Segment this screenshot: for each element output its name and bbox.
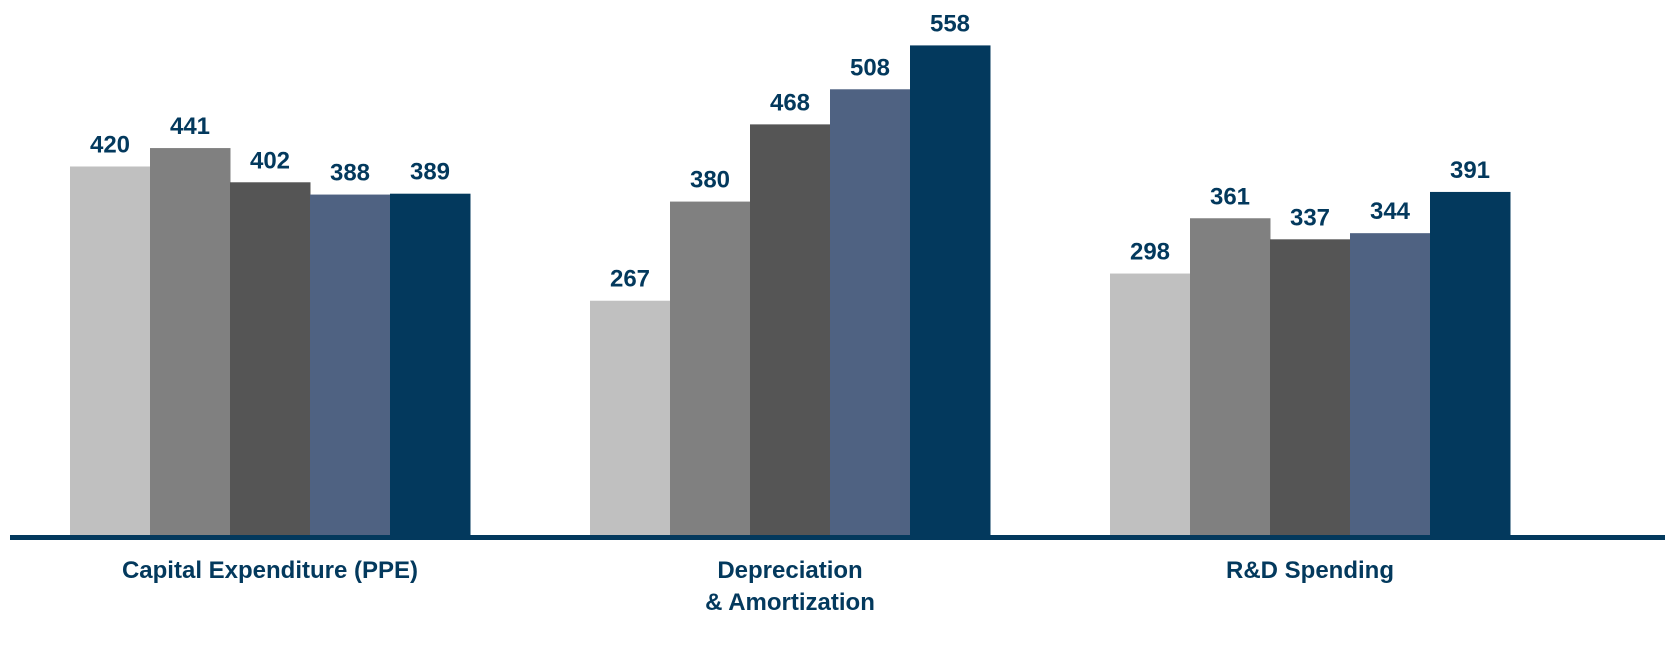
category-labels-group: Capital Expenditure (PPE) Depreciation & A… [122, 557, 1394, 616]
data-label: 468 [770, 89, 810, 116]
data-label: 389 [410, 159, 450, 186]
data-label: 441 [170, 113, 210, 140]
data-label: 558 [930, 10, 970, 37]
data-label: 344 [1370, 198, 1411, 225]
data-label: 298 [1130, 239, 1170, 266]
bar [1350, 233, 1431, 536]
bars-group [70, 45, 1511, 536]
data-label: 420 [90, 131, 130, 158]
data-labels-group: 420 267 298 441 380 361 402 468 337 388 508 344 389 5… [90, 10, 1490, 292]
bar [830, 89, 911, 536]
bar [150, 148, 231, 536]
bar [750, 124, 831, 535]
data-label: 402 [250, 147, 290, 174]
category-label: Capital Expenditure (PPE) [122, 557, 418, 584]
data-label: 267 [610, 266, 650, 293]
bar [310, 194, 391, 536]
bar [670, 201, 751, 535]
data-label: 337 [1290, 204, 1330, 231]
data-label: 508 [850, 54, 890, 81]
bar [1270, 239, 1351, 535]
data-label: 388 [330, 160, 370, 187]
bar [1190, 218, 1271, 535]
bar [390, 193, 471, 535]
data-label: 380 [690, 167, 730, 194]
data-label: 361 [1210, 183, 1250, 210]
bar [1110, 273, 1191, 535]
bar [910, 45, 991, 536]
category-label: R&D Spending [1226, 557, 1394, 584]
data-label: 391 [1450, 157, 1490, 184]
category-label: Depreciation [717, 557, 862, 584]
bar [70, 166, 151, 535]
category-label: & Amortization [705, 589, 875, 616]
bar [590, 300, 671, 535]
bar [1430, 191, 1511, 536]
bar [230, 182, 311, 535]
